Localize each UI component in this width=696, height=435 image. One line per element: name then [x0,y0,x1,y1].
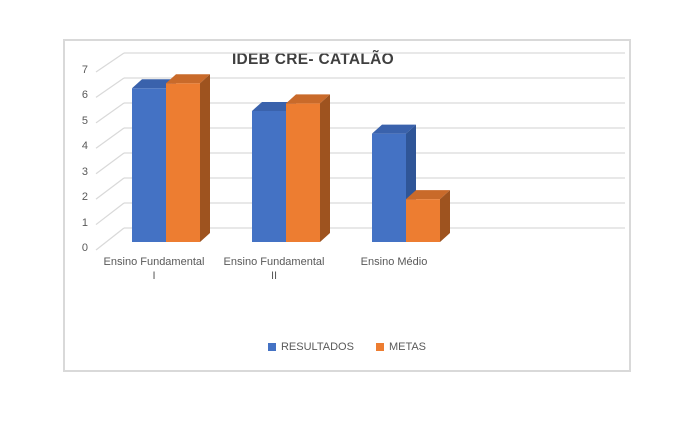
y-tick-label: 5 [81,114,88,127]
bar-metas-3[interactable] [406,190,450,242]
bar-top-face [252,101,296,111]
y-tick-label: 2 [81,191,88,204]
legend: RESULTADOS METAS [63,341,631,353]
gridline-diagonal [95,77,125,98]
legend-item-metas[interactable]: METAS [375,341,427,353]
bar-front-face [132,88,166,242]
bar-front-face [372,133,406,242]
bar-front-face [166,83,200,243]
legend-label-metas: METAS [388,341,427,353]
y-tick-label: 4 [81,140,88,153]
bar-front-face [406,199,440,242]
gridline-diagonal [95,102,125,124]
legend-swatch-resultados [267,343,276,351]
bar-resultados-3[interactable] [372,124,416,242]
bar-top-face [372,124,416,134]
legend-swatch-metas [375,343,384,351]
y-tick-label: 0 [81,242,88,254]
bar-front-face [252,110,286,243]
y-tick-label: 7 [81,63,88,76]
y-tick-label: 3 [81,165,88,178]
bar-top-face [286,94,330,104]
bar-top-face [166,74,210,84]
legend-label-resultados: RESULTADOS [280,341,354,353]
gridline-diagonal [95,202,125,226]
gridline-diagonal [95,152,125,175]
bar-side-face [320,94,330,243]
bar-top-face [132,79,176,89]
y-tick-label: 6 [81,89,88,102]
bar-metas-1[interactable] [166,74,210,243]
chart-title: IDEB CRE- CATALÃO [231,51,395,68]
legend-item-resultados[interactable]: RESULTADOS [267,341,354,353]
gridline-diagonal [95,177,125,200]
gridline-diagonal [95,127,125,149]
x-axis-label-ensino-fundamental-2: Ensino Fundamental II [223,256,325,282]
x-axis-label-ensino-fundamental-1: Ensino Fundamental I [103,256,205,282]
bar-side-face [440,190,450,242]
x-axis-label-ensino-medio: Ensino Médio [360,256,428,268]
bar-top-face [406,190,450,200]
bar-front-face [286,103,320,243]
bar-metas-2[interactable] [286,94,330,243]
gridline-diagonal [95,52,125,73]
gridline-diagonal [95,227,125,251]
y-tick-label: 1 [81,216,88,229]
bar-side-face [200,74,210,243]
